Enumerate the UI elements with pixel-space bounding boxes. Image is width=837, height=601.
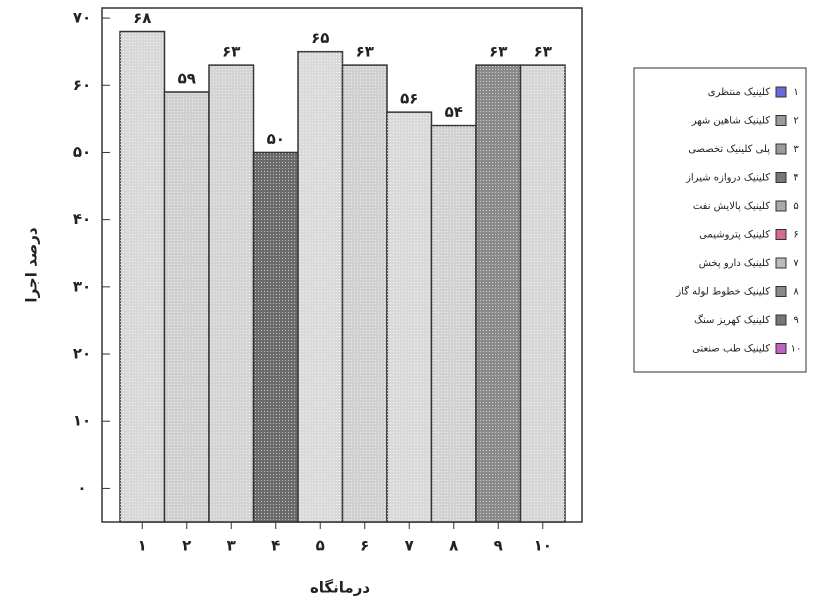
legend-swatch [776, 258, 786, 268]
bar-texture [521, 65, 566, 522]
legend-swatch [776, 144, 786, 154]
value-label: ۵۹ [178, 69, 196, 87]
value-label: ۶۸ [133, 9, 151, 27]
y-tick-label: ۷۰ [73, 9, 91, 27]
legend-number: ۱ [793, 87, 798, 98]
legend-number: ۳ [793, 144, 799, 155]
bar-texture [120, 32, 165, 522]
value-label: ۶۵ [311, 29, 329, 47]
legend-label: کلینیک دروازه شیراز [685, 173, 770, 184]
x-tick-label: ۱ [138, 537, 147, 555]
bar-texture [254, 152, 299, 522]
x-tick-label: ۶ [360, 537, 369, 555]
legend-label: کلینیک پتروشیمی [699, 230, 770, 241]
legend-label: کلینیک شاهین شهر [691, 116, 771, 127]
legend-label: کلینیک منتظری [708, 87, 770, 98]
value-label: ۶۳ [222, 43, 240, 61]
bar-texture [298, 52, 343, 522]
legend-number: ۲ [793, 116, 798, 127]
legend-swatch [776, 116, 786, 126]
y-tick-label: ۴۰ [73, 210, 91, 228]
legend-swatch [776, 315, 786, 325]
legend-box [634, 68, 806, 372]
value-label: ۶۳ [534, 43, 552, 61]
bar-texture [209, 65, 254, 522]
legend-swatch [776, 230, 786, 240]
y-tick-label: ۶۰ [73, 76, 91, 94]
value-label: ۶۳ [489, 43, 507, 61]
legend-number: ۴ [793, 173, 798, 184]
x-tick-label: ۷ [405, 537, 414, 555]
value-label: ۵۰ [267, 130, 285, 148]
y-axis-title: درصد اجرا [23, 227, 41, 302]
x-tick-label: ۹ [494, 537, 503, 555]
chart: درصد اجرا درمانگاه ۰۱۰۲۰۳۰۴۰۵۰۶۰۷۰۶۸۱۵۹۲… [0, 0, 837, 601]
legend-swatch [776, 87, 786, 97]
y-tick-label: ۵۰ [73, 143, 91, 161]
legend-number: ۷ [793, 258, 799, 269]
legend-label: کلینیک طب صنعتی [692, 344, 770, 355]
y-tick-label: ۰ [77, 479, 86, 497]
x-tick-label: ۸ [449, 537, 458, 555]
x-tick-label: ۵ [316, 537, 325, 555]
legend-number: ۸ [793, 287, 799, 298]
x-tick-label: ۲ [182, 537, 191, 555]
legend-swatch [776, 287, 786, 297]
legend-label: کلینیک پالایش نفت [693, 201, 770, 212]
bar-texture [165, 92, 210, 522]
y-tick-label: ۳۰ [73, 277, 91, 295]
value-label: ۶۳ [356, 43, 374, 61]
legend-label: کلینیک دارو پخش [699, 258, 771, 269]
bar-texture [476, 65, 521, 522]
value-label: ۵۴ [445, 103, 463, 121]
bar-texture [343, 65, 388, 522]
legend-number: ۹ [793, 315, 798, 326]
legend-number: ۱۰ [791, 344, 802, 355]
legend-label: کلینیک خطوط لوله گاز [675, 286, 770, 298]
x-axis-title: درمانگاه [310, 579, 370, 597]
y-tick-label: ۱۰ [73, 412, 91, 430]
legend-swatch [776, 201, 786, 211]
legend-number: ۶ [793, 230, 798, 241]
legend-label: کلینیک کهریز سنگ [694, 314, 770, 326]
legend-number: ۵ [793, 201, 798, 212]
x-tick-label: ۴ [271, 537, 280, 555]
bar-texture [432, 126, 477, 522]
x-tick-label: ۱۰ [534, 537, 552, 555]
x-tick-label: ۳ [227, 537, 236, 555]
value-label: ۵۶ [400, 90, 418, 108]
legend-swatch [776, 344, 786, 354]
y-tick-label: ۲۰ [73, 345, 91, 363]
legend-swatch [776, 173, 786, 183]
legend-label: پلی کلینیک تخصصی [688, 144, 770, 155]
bar-texture [387, 112, 432, 522]
